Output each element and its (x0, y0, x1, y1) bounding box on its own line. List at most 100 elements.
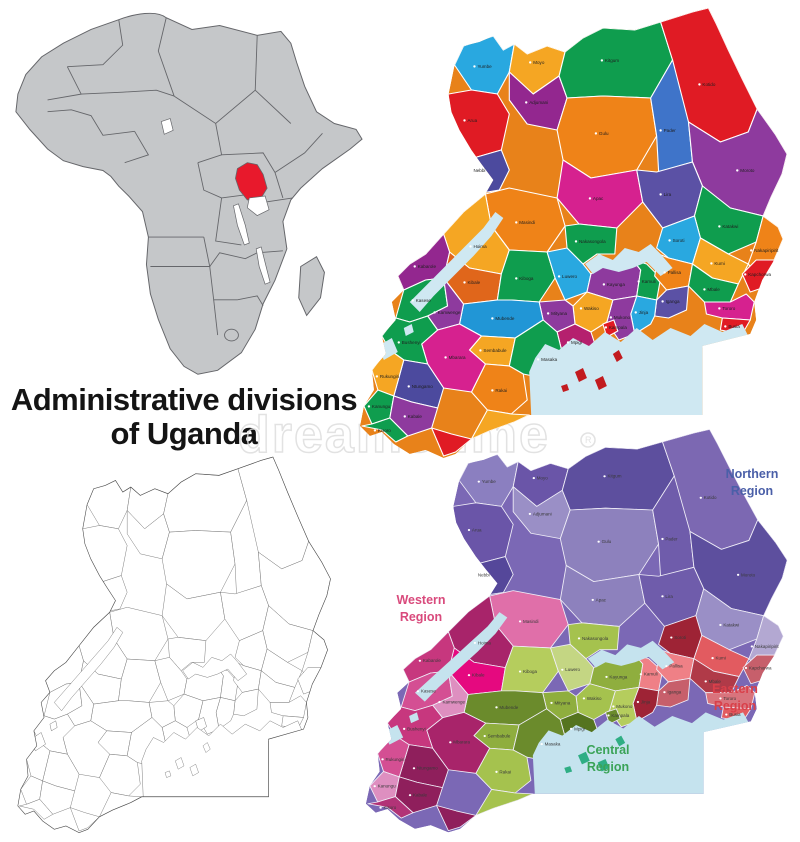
lake (587, 640, 675, 670)
map-body (359, 8, 788, 458)
district-label: Kabale (413, 793, 428, 798)
uganda-outline-map (17, 456, 331, 834)
district-label: Katakwi (722, 224, 738, 229)
capital-dot (373, 785, 376, 788)
capital-dot (612, 705, 615, 708)
district-label: Busia (728, 324, 740, 329)
district-label: Kibale (472, 673, 485, 678)
district-label: Tororo (722, 306, 735, 311)
capital-dot (579, 307, 583, 310)
capital-dot (518, 670, 522, 673)
district-label: Pallisa (668, 270, 682, 275)
district-label: Kanungu (372, 404, 391, 409)
africa-lakes (160, 118, 271, 285)
capital-dot (744, 666, 748, 670)
district-label: Kapchorwa (749, 666, 772, 671)
country-border (17, 456, 331, 834)
lake (409, 712, 419, 724)
district-rakai (475, 747, 532, 794)
district-label: Masindi (519, 220, 535, 225)
capital-dot (574, 240, 578, 243)
capital-dot (479, 349, 482, 352)
district-label: Moyo (533, 60, 545, 65)
district-label: Mbale (707, 287, 720, 292)
district-label: Mityana (551, 311, 567, 316)
district-label: Rukungiri (386, 757, 405, 762)
district-area (70, 807, 100, 832)
capital-dot (699, 496, 702, 499)
capital-dot (744, 273, 747, 276)
capital-dot (397, 341, 400, 344)
district-label: Kanungu (378, 784, 397, 789)
district-apac (556, 159, 644, 229)
district-label: Gulu (599, 131, 609, 136)
district-label: Yumbe (477, 64, 492, 69)
district-label: Kayunga (607, 282, 625, 287)
capital-dot (561, 668, 564, 671)
district-label: Nakapiripirit (754, 248, 779, 253)
capital-dot (639, 673, 643, 676)
district-label: Sembabule (483, 348, 507, 353)
capital-dot (594, 132, 598, 135)
capital-dot (444, 356, 447, 359)
district-label: Kisoro (384, 805, 397, 810)
capital-dot (518, 620, 522, 623)
district-label: Kamuli (644, 672, 658, 677)
capital-dot (668, 239, 671, 242)
capital-dot (529, 61, 532, 64)
district-label: Moroto (740, 168, 755, 173)
lake (141, 720, 303, 797)
district-label: Kasese (421, 689, 437, 694)
capital-dot (495, 770, 498, 773)
district-label: Rukungiri (380, 374, 399, 379)
district-label: Pader (664, 128, 677, 133)
island (175, 757, 185, 770)
capital-dot (569, 727, 573, 730)
district-label: Wakiso (587, 696, 602, 701)
capital-dot (477, 480, 480, 483)
capital-dot (659, 129, 662, 132)
district-kisoro (19, 799, 54, 820)
district-label: Kamwenge (442, 700, 465, 705)
district-label: Kumi (714, 261, 724, 266)
district-label: Mbarara (449, 355, 466, 360)
capital-dot (463, 119, 466, 122)
island (612, 350, 623, 362)
district-label: Apac (596, 598, 607, 603)
capital-dot (665, 665, 668, 668)
capital-dot (634, 311, 637, 314)
district-label: Mityana (554, 701, 570, 706)
capital-dot (379, 806, 382, 809)
lake (532, 712, 749, 794)
capital-dot (532, 477, 535, 480)
district-label: Ntungamo (412, 384, 434, 389)
capital-dot (719, 697, 722, 700)
district-label: Masaka (541, 357, 557, 362)
capital-dot (670, 636, 673, 639)
district-label: Moroto (741, 572, 756, 577)
island (575, 368, 587, 382)
capital-dot (491, 317, 494, 320)
district-label: Luwero (565, 667, 580, 672)
district-label: Luwero (562, 274, 577, 279)
lake (529, 324, 749, 415)
region-label-eastern: Eastern Region (712, 682, 758, 713)
capital-dot (637, 280, 640, 283)
capital-dot (663, 691, 666, 694)
district-label: Nakasongola (579, 239, 606, 244)
district-label: Kisoro (378, 428, 391, 433)
uganda-regions-map: Yumbe Moyo Adjumani Kitgum Kotido Arua Gulu Pad… (365, 429, 788, 833)
capital-dot (467, 528, 471, 532)
capital-dot (659, 193, 662, 196)
district-label: Ntungamo (417, 766, 438, 771)
district-label: Kiboga (523, 669, 538, 674)
district-label: Kotido (702, 82, 715, 87)
capital-dot (661, 537, 664, 541)
capital-dot (536, 358, 540, 361)
district-label: Kamwenge (438, 310, 461, 315)
district-labels: Yumbe Moyo Adjumani Kitgum Kotido Arua Gulu Pad… (367, 58, 779, 433)
capital-dot (550, 701, 553, 704)
district-label: Busia (729, 712, 741, 717)
capital-dot (566, 341, 570, 344)
capital-dot (473, 641, 477, 644)
